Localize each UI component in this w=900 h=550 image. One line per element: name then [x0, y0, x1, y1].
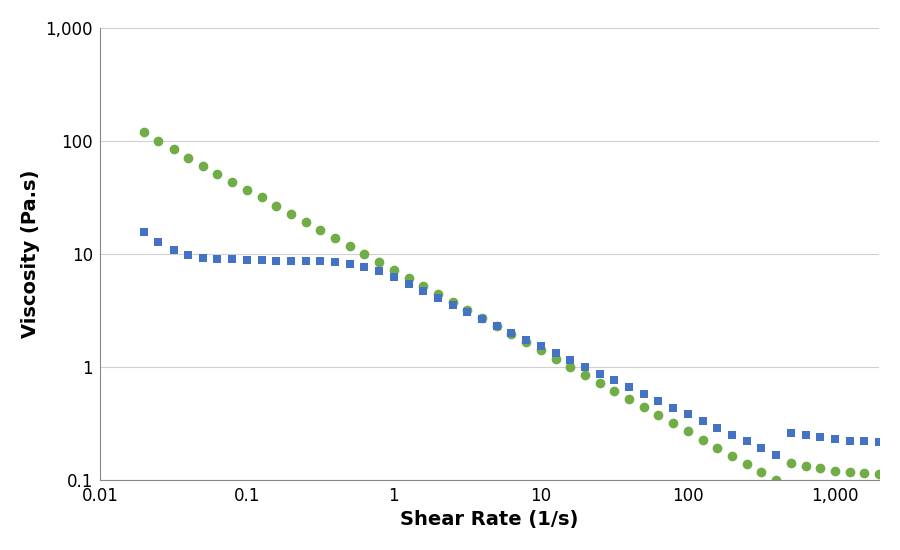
X-axis label: Shear Rate (1/s): Shear Rate (1/s): [400, 510, 579, 529]
Y-axis label: Viscosity (Pa.s): Viscosity (Pa.s): [21, 169, 40, 338]
